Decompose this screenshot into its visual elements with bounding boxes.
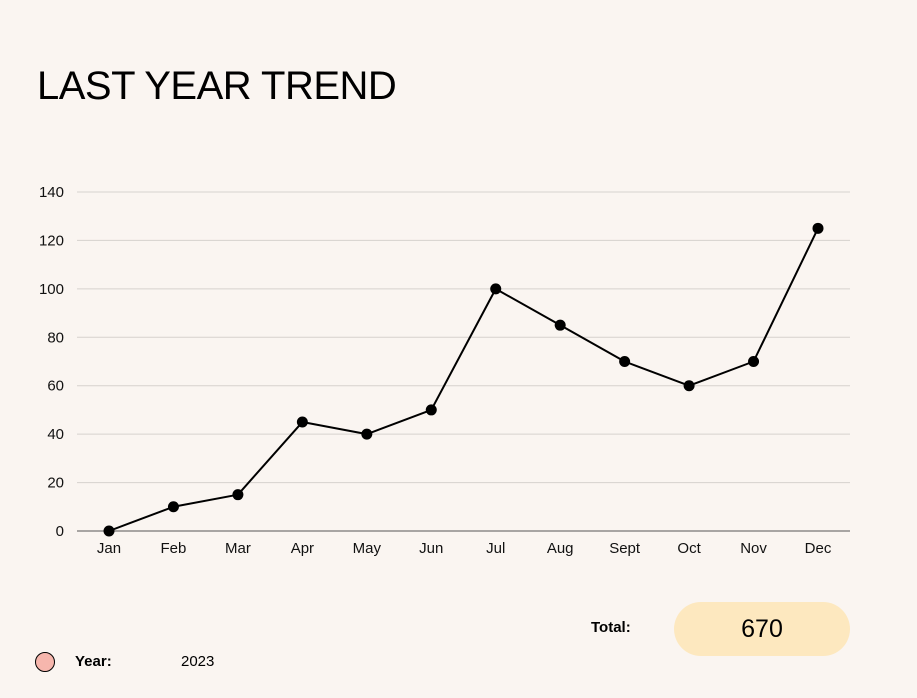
year-label: Year:	[75, 653, 112, 670]
grid-lines	[77, 191, 850, 532]
x-tick-label: Aug	[547, 540, 574, 557]
data-point	[296, 416, 308, 428]
y-tick-label: 60	[47, 378, 64, 395]
data-point	[425, 404, 437, 416]
total-value-badge: 670	[674, 602, 850, 656]
x-axis-ticks: Jan Feb Mar Apr May Jun Jul Aug Sept Oct Nov Dec	[97, 540, 832, 557]
data-point	[167, 501, 179, 513]
x-tick-label: Mar	[225, 540, 251, 557]
data-point	[683, 380, 695, 392]
data-point	[103, 525, 115, 537]
y-tick-label: 40	[47, 426, 64, 443]
data-points	[103, 222, 824, 537]
y-tick-label: 140	[39, 184, 64, 201]
x-tick-label: Nov	[740, 540, 767, 557]
x-tick-label: Oct	[677, 540, 701, 557]
chart-title: LAST YEAR TREND	[37, 64, 397, 108]
x-tick-label: May	[353, 540, 382, 557]
data-point	[232, 489, 244, 501]
y-tick-label: 20	[47, 475, 64, 492]
data-point	[619, 356, 631, 367]
x-tick-label: Jul	[486, 540, 505, 557]
total-label: Total:	[591, 619, 631, 636]
data-point	[554, 319, 566, 331]
legend-dot-icon	[35, 652, 55, 672]
data-point	[361, 428, 373, 440]
y-tick-label: 0	[56, 523, 64, 540]
x-tick-label: Sept	[609, 540, 641, 557]
y-tick-label: 80	[47, 329, 64, 346]
x-tick-label: Jan	[97, 540, 121, 557]
total-value: 670	[741, 614, 783, 643]
data-point	[490, 283, 502, 295]
y-axis-ticks: 0 20 40 60 80 100 120 140	[39, 184, 64, 540]
series-line-group	[108, 227, 819, 532]
y-tick-label: 100	[39, 281, 64, 298]
data-point	[748, 356, 760, 367]
x-tick-label: Jun	[419, 540, 443, 557]
series-line	[108, 227, 819, 532]
x-tick-label: Apr	[291, 540, 314, 557]
data-point	[812, 222, 824, 234]
x-tick-label: Dec	[805, 540, 832, 557]
year-value: 2023	[181, 653, 215, 670]
x-tick-label: Feb	[161, 540, 187, 557]
y-tick-label: 120	[39, 232, 64, 249]
